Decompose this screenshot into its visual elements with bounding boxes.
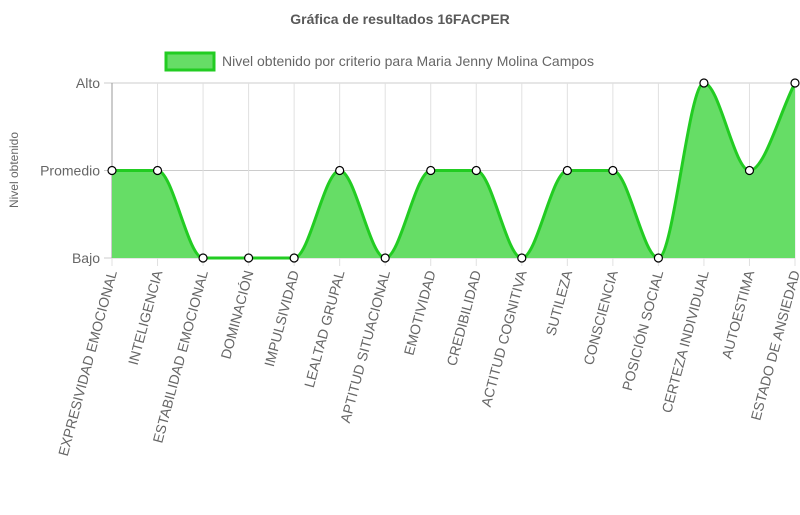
data-point (152, 165, 163, 176)
y-axis: Bajo Promedio Alto (40, 75, 100, 266)
data-point (471, 165, 481, 176)
data-point (608, 165, 618, 176)
x-tick-label: ACTITUD COGNITIVA (478, 268, 530, 409)
x-tick-label: DOMINACIÓN (217, 269, 256, 361)
x-tick-label: ESTADO DE ANSIEDAD (747, 269, 800, 422)
data-point (426, 165, 436, 176)
x-tick-label: CERTEZA INDIVIDUAL (658, 268, 711, 414)
x-tick-label: INTELIGENCIA (125, 268, 166, 367)
x-tick-label: AUTOESTIMA (718, 268, 757, 360)
chart-title: Gráfica de resultados 16FACPER (290, 11, 509, 27)
y-axis-label: Nivel obtenido (7, 132, 21, 208)
legend-label: Nivel obtenido por criterio para Maria J… (222, 53, 594, 69)
data-point (653, 253, 664, 263)
data-point (744, 165, 755, 176)
data-point (790, 78, 800, 88)
y-tick-label: Bajo (72, 250, 100, 266)
data-point (107, 165, 117, 176)
data-point (562, 165, 572, 176)
y-tick-label: Alto (76, 75, 100, 91)
data-point (289, 253, 299, 263)
data-point (517, 253, 527, 263)
x-tick-label: IMPULSIVIDAD (261, 269, 302, 369)
x-tick-label: SUTILEZA (542, 268, 575, 337)
data-points (107, 78, 800, 263)
data-point (198, 253, 208, 263)
x-tick-label: LEALTAD GRUPAL (301, 268, 348, 389)
x-tick-label: APTITUD SITUACIONAL (337, 268, 393, 424)
legend-swatch (164, 51, 216, 72)
x-axis: EXPRESIVIDAD EMOCIONAL INTELIGENCIAESTABI… (55, 268, 800, 458)
data-point (335, 165, 345, 176)
y-tick-label: Promedio (40, 163, 100, 179)
legend[interactable]: Nivel obtenido por criterio para Maria J… (164, 51, 594, 72)
data-point (380, 253, 390, 263)
x-tick-label: CONSCIENCIA (580, 268, 621, 367)
data-point (244, 253, 254, 263)
data-point (699, 78, 709, 88)
x-tick-label: EMOTIVIDAD (401, 269, 439, 357)
x-tick-label: POSICIÓN SOCIAL (619, 268, 667, 392)
x-tick-label: CREDIBILIDAD (443, 269, 484, 368)
x-tick-label: EXPRESIVIDAD EMOCIONAL (55, 268, 120, 457)
